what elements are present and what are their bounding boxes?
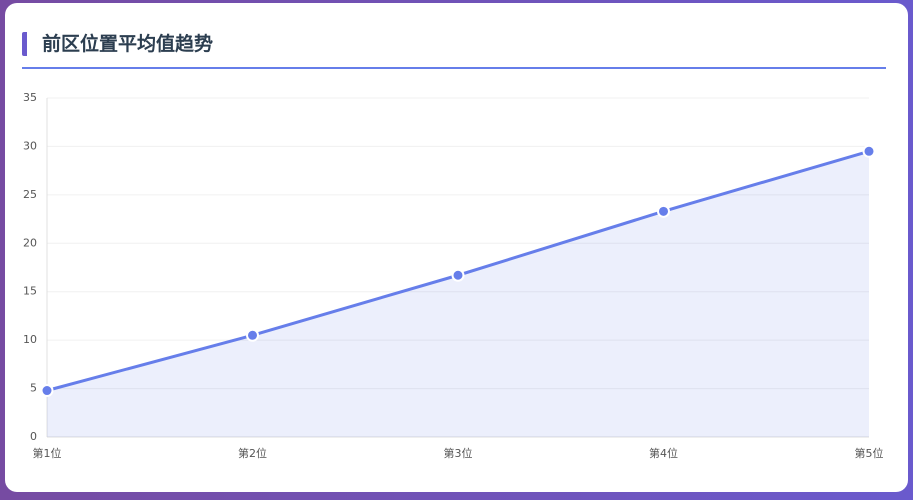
- y-tick-label: 20: [23, 236, 37, 249]
- y-tick-label: 5: [30, 382, 37, 395]
- point: [862, 144, 876, 158]
- y-tick-label: 25: [23, 188, 37, 201]
- x-tick-label: 第5位: [855, 446, 884, 460]
- y-tick-label: 0: [30, 430, 37, 443]
- point: [246, 328, 259, 342]
- point: [40, 384, 54, 398]
- panel-title: 前区位置平均值趋势: [22, 32, 213, 56]
- x-tick-label: 第2位: [238, 446, 267, 460]
- y-tick-label: 15: [23, 285, 37, 298]
- y-tick-label: 10: [23, 333, 37, 346]
- x-tick-label: 第3位: [444, 446, 473, 460]
- point: [451, 268, 465, 282]
- point: [657, 204, 670, 218]
- card: 前区位置平均值趋势: [5, 3, 908, 492]
- x-tick-label: 第4位: [649, 446, 678, 460]
- title-rule: [22, 67, 886, 69]
- area: [47, 151, 869, 437]
- x-tick-label: 第1位: [33, 446, 62, 460]
- y-tick-label: 35: [23, 91, 37, 104]
- y-tick-label: 30: [23, 139, 37, 152]
